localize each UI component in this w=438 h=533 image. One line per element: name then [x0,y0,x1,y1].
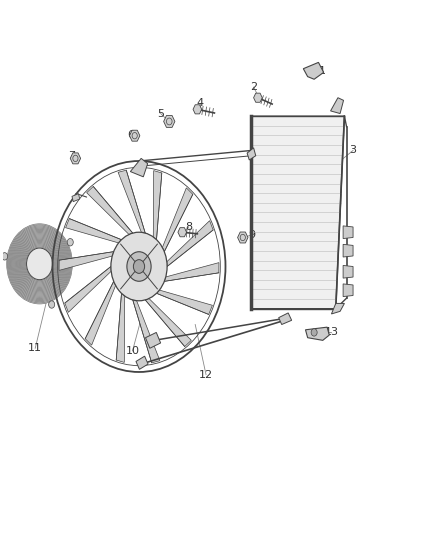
Polygon shape [162,188,193,252]
Polygon shape [133,300,160,363]
Polygon shape [116,293,125,362]
Text: 9: 9 [248,230,255,240]
Text: 6: 6 [127,130,134,140]
Polygon shape [247,148,256,160]
Polygon shape [304,62,324,79]
Circle shape [67,239,73,246]
Polygon shape [164,263,219,281]
Polygon shape [178,228,187,237]
Polygon shape [153,171,162,240]
Text: 10: 10 [126,346,140,356]
Polygon shape [167,221,213,266]
Text: 3: 3 [350,146,357,156]
Polygon shape [237,232,248,243]
Polygon shape [279,313,292,325]
Text: 11: 11 [28,343,42,353]
Circle shape [134,260,145,273]
Polygon shape [254,93,262,102]
Text: 7: 7 [68,151,75,161]
Polygon shape [87,187,133,235]
Polygon shape [251,116,344,309]
Polygon shape [164,116,175,127]
Circle shape [27,248,53,280]
Circle shape [2,253,7,260]
Polygon shape [66,219,121,243]
Text: 2: 2 [250,82,257,92]
Polygon shape [145,298,191,346]
Text: 8: 8 [185,222,192,232]
Text: 4: 4 [196,98,203,108]
Circle shape [127,252,151,281]
Text: 12: 12 [199,369,213,379]
Circle shape [111,232,167,301]
Polygon shape [136,356,148,369]
Polygon shape [145,333,161,348]
Polygon shape [70,153,81,164]
Polygon shape [7,224,72,304]
Text: 1: 1 [319,66,326,76]
Polygon shape [343,244,353,257]
Polygon shape [72,193,80,201]
Polygon shape [343,284,353,296]
Circle shape [311,329,317,336]
Polygon shape [59,252,114,270]
Text: 5: 5 [157,109,164,118]
Circle shape [49,301,55,308]
Polygon shape [331,98,343,114]
Polygon shape [118,170,145,233]
Polygon shape [193,105,202,114]
Polygon shape [343,226,353,239]
Polygon shape [343,265,353,278]
Polygon shape [131,158,148,177]
Polygon shape [130,130,140,141]
Polygon shape [332,303,344,314]
Polygon shape [65,266,111,312]
Text: 13: 13 [325,327,339,337]
Polygon shape [156,290,212,314]
Polygon shape [85,281,116,345]
Polygon shape [305,327,329,341]
